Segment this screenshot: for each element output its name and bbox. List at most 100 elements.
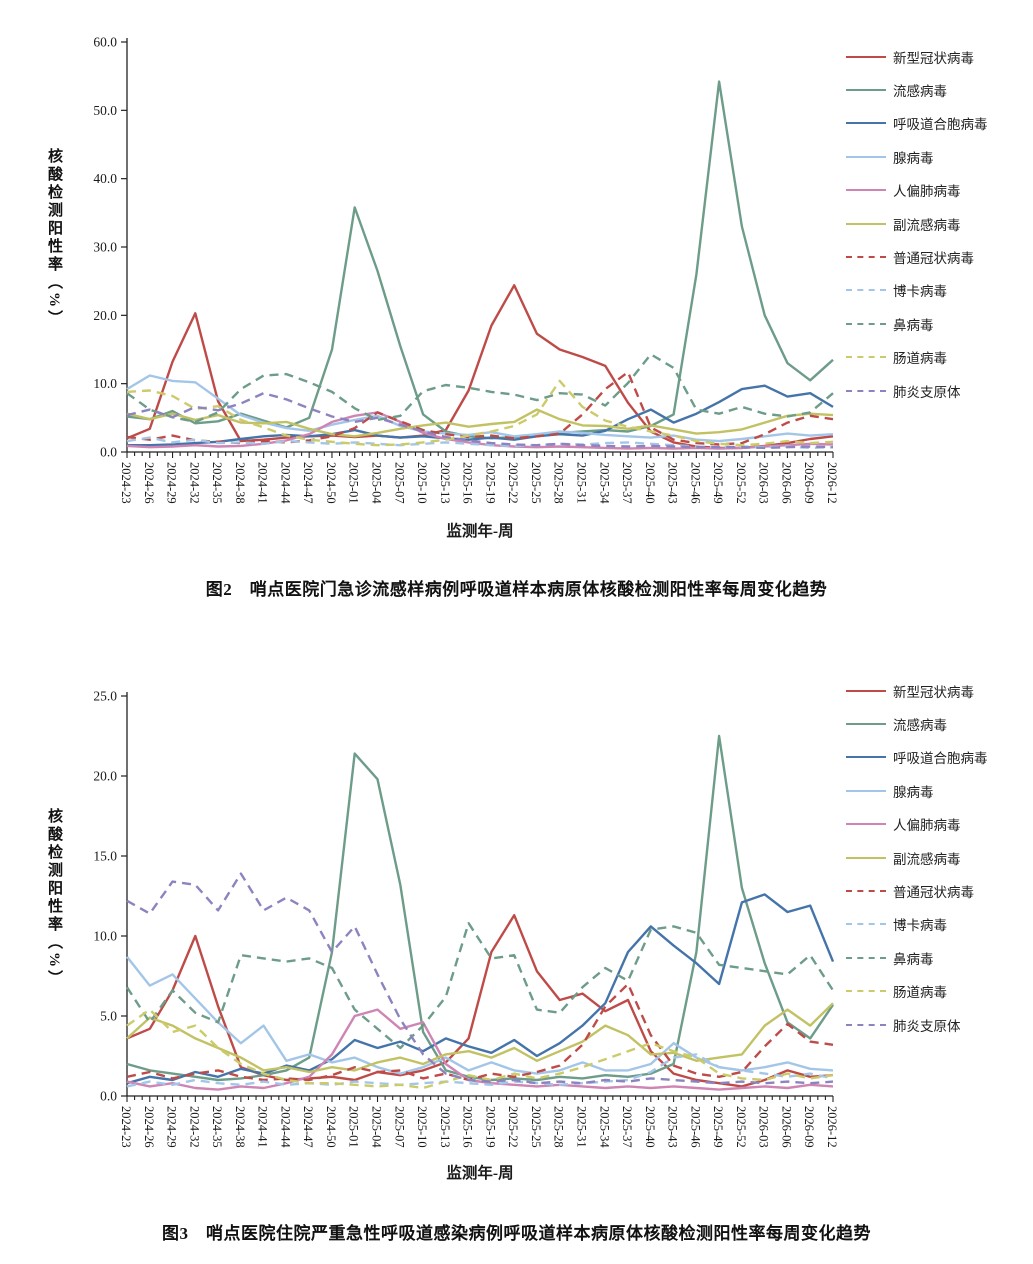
series-line-新型冠状病毒 [126,284,834,450]
y-tick-label: 30.0 [93,240,117,255]
legend-item: 肠道病毒 [846,975,1032,1008]
series-line-普通冠状病毒 [126,370,834,446]
x-tick-label: 2024-50 [324,1106,338,1148]
x-tick-label: 2025-46 [688,462,702,504]
x-tick-label: 2026-03 [757,462,771,504]
x-tick-label: 2026-12 [825,462,839,504]
x-tick-label: 2025-13 [438,462,452,504]
x-tick-label: 2025-22 [506,462,520,504]
x-tick-label: 2025-37 [620,462,634,504]
legend-label: 博卡病毒 [893,918,947,934]
x-tick-label: 2025-28 [552,462,566,504]
x-tick-label: 2025-25 [529,462,543,504]
x-tick-label: 2025-07 [392,462,406,504]
series-line-肺炎支原体 [126,392,834,450]
chart1-caption: 图2 哨点医院门急诊流感样病例呼吸道样本病原体核酸检测阳性率每周变化趋势 [205,580,828,599]
legend-swatch-solid-line [846,823,886,826]
x-tick-label: 2024-41 [256,1106,270,1148]
series-line-副流感病毒 [126,408,834,438]
x-tick-label: 2024-29 [165,1106,179,1148]
legend-swatch-solid-line [846,55,886,58]
x-tick-label: 2026-03 [757,1106,771,1148]
legend-item: 新型冠状病毒 [846,674,1032,707]
legend-swatch-dashed-line [846,389,886,392]
x-tick-label: 2024-35 [210,462,224,504]
legend-item: 普通冠状病毒 [846,240,1032,273]
x-tick-label: 2024-35 [210,1106,224,1148]
x-tick-label: 2026-09 [802,1106,816,1148]
legend-item: 肺炎支原体 [846,1008,1032,1041]
x-tick-label: 2025-28 [552,1106,566,1148]
chart2-y-axis-title: 核酸检测阳性率（%） [46,808,62,988]
legend-label: 人偏肺病毒 [893,818,961,834]
y-tick-label: 5.0 [100,1009,117,1024]
legend-swatch-solid-line [846,89,886,92]
legend-label: 腺病毒 [893,784,934,800]
legend-label: 鼻病毒 [893,317,934,333]
legend-label: 肠道病毒 [893,985,947,1001]
legend-swatch-solid-line [846,756,886,759]
legend-item: 副流感病毒 [846,207,1032,240]
legend-label: 普通冠状病毒 [893,885,974,901]
x-tick-label: 2025-43 [666,462,680,504]
legend-swatch-dashed-line [846,923,886,926]
legend-swatch-solid-line [846,122,886,125]
legend-label: 流感病毒 [893,84,947,100]
chart1-y-axis-title: 核酸检测阳性率（%） [46,148,62,328]
x-tick-label: 2024-23 [119,1106,133,1148]
legend-swatch-dashed-line [846,356,886,359]
legend-label: 腺病毒 [893,150,934,166]
x-tick-label: 2024-32 [187,1106,201,1148]
x-tick-label: 2025-31 [574,462,588,504]
legend-label: 呼吸道合胞病毒 [893,117,988,133]
x-tick-label: 2025-10 [415,1106,429,1148]
chart1-line-plot: 0.0 10.0 20.0 30.0 40.0 50.0 60.0 2024-23 2024-2… [93,35,839,541]
x-axis-title: 监测年-周 [446,521,513,540]
legend-item: 腺病毒 [846,774,1032,807]
legend-swatch-solid-line [846,723,886,726]
chart2-caption: 图3 哨点医院住院严重急性呼吸道感染病例呼吸道样本病原体核酸检测阳性率每周变化趋… [162,1224,871,1243]
series-line-流感病毒 [126,734,834,1082]
y-tick-label: 0.0 [100,1089,117,1104]
legend-label: 流感病毒 [893,718,947,734]
legend-label: 新型冠状病毒 [893,50,974,66]
x-tick-label: 2024-38 [233,462,247,504]
series-line-人偏肺病毒 [126,1008,834,1091]
x-tick-label: 2026-12 [825,1106,839,1148]
legend-label: 副流感病毒 [893,851,961,867]
y-tick-label: 20.0 [93,769,117,784]
legend-swatch-dashed-line [846,322,886,325]
legend-label: 肠道病毒 [893,351,947,367]
legend-item: 肠道病毒 [846,341,1032,374]
x-tick-label: 2024-23 [119,462,133,504]
y-tick-label: 10.0 [93,929,117,944]
x-tick-label: 2024-38 [233,1106,247,1148]
x-tick-label: 2024-47 [301,1106,315,1148]
series-line-肠道病毒 [126,379,834,447]
x-tick-label: 2025-13 [438,1106,452,1148]
legend-item: 呼吸道合胞病毒 [846,107,1032,140]
x-tick-label: 2025-01 [347,462,361,504]
legend-item: 流感病毒 [846,73,1032,106]
legend-swatch-solid-line [846,789,886,792]
legend-swatch-solid-line [846,222,886,225]
legend-label: 副流感病毒 [893,217,961,233]
legend-swatch-solid-line [846,689,886,692]
x-tick-label: 2025-01 [347,1106,361,1148]
legend-swatch-solid-line [846,189,886,192]
x-tick-label: 2025-25 [529,1106,543,1148]
x-tick-label: 2026-06 [779,1106,793,1148]
x-tick-label: 2025-37 [620,1106,634,1148]
x-tick-label: 2025-19 [483,462,497,504]
y-tick-label: 60.0 [93,35,117,50]
series-line-流感病毒 [126,80,834,440]
x-tick-label: 2025-22 [506,1106,520,1148]
x-tick-label: 2025-16 [461,462,475,504]
legend-swatch-dashed-line [846,956,886,959]
x-tick-label: 2025-19 [483,1106,497,1148]
x-tick-label: 2025-10 [415,462,429,504]
series-line-鼻病毒 [126,353,834,424]
x-tick-label: 2025-34 [597,462,611,504]
legend-item: 呼吸道合胞病毒 [846,741,1032,774]
